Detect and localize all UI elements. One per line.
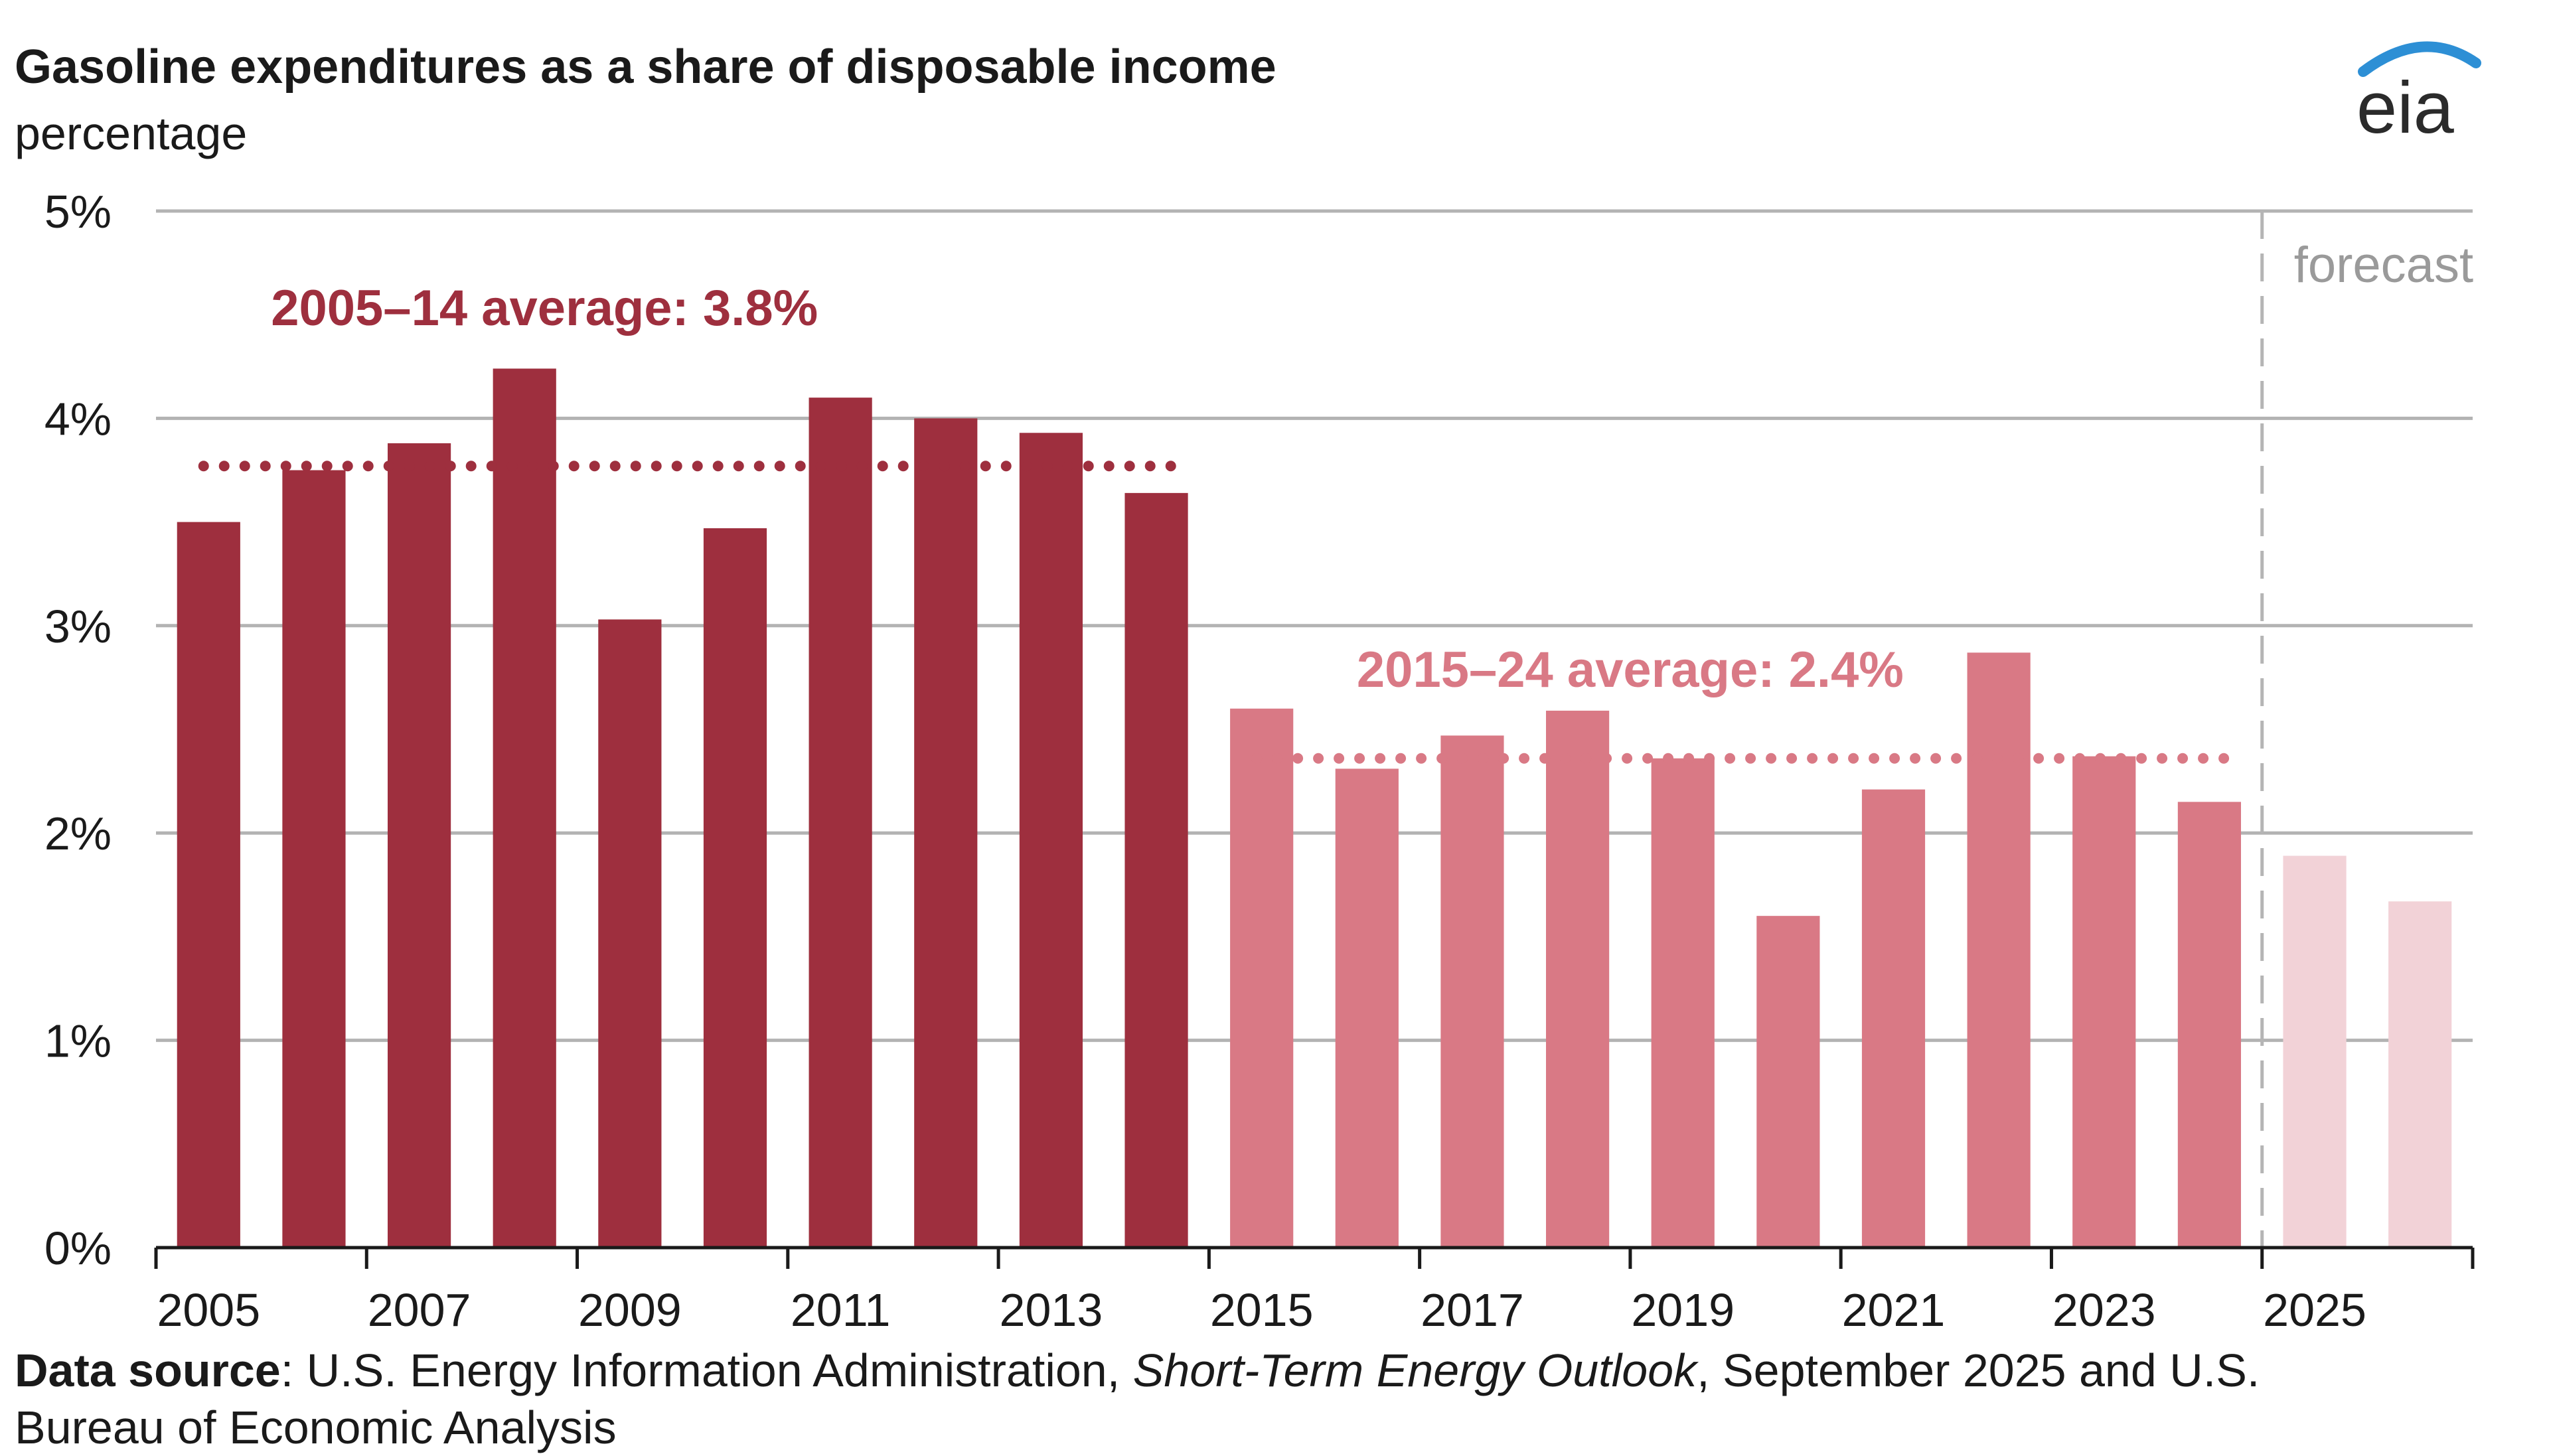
x-tick-label: 2017 [1421, 1284, 1524, 1336]
x-tick-label: 2025 [2263, 1284, 2366, 1336]
eia-logo: eia [2356, 41, 2481, 149]
bar-2010 [703, 528, 767, 1248]
y-tick-label: 4% [44, 393, 112, 445]
data-source-text-before: : U.S. Energy Information Administration… [280, 1345, 1133, 1396]
bar-2018 [1546, 710, 1610, 1248]
bar-2021 [1861, 789, 1926, 1248]
bar-2008 [493, 368, 556, 1248]
y-tick-label: 1% [44, 1015, 112, 1067]
bar-2009 [598, 619, 662, 1248]
bar-2024 [2177, 802, 2241, 1248]
bar-2014 [1124, 492, 1188, 1248]
data-source-text-after: , September 2025 and U.S. Bureau of Econ… [15, 1345, 2260, 1453]
bar-2022 [1967, 652, 2031, 1248]
bar-2025 [2283, 855, 2347, 1248]
average-lines [198, 461, 2233, 764]
data-source-label: Data source [15, 1345, 281, 1396]
bar-2005 [177, 522, 240, 1248]
y-axis-labels: 0% 1% 2% 3% 4% 5% [44, 186, 112, 1274]
x-tick-label: 2009 [578, 1284, 682, 1336]
x-tick-label: 2023 [2052, 1284, 2156, 1336]
bar-2020 [1756, 916, 1820, 1248]
y-tick-label: 2% [44, 808, 112, 859]
bar-2023 [2072, 756, 2136, 1248]
data-source-note: Data source: U.S. Energy Information Adm… [15, 1342, 2404, 1456]
bar-2019 [1651, 758, 1715, 1248]
bar-2017 [1440, 735, 1504, 1248]
chart-subtitle: percentage [15, 108, 247, 159]
bar-2006 [282, 470, 346, 1248]
chart-title: Gasoline expenditures as a share of disp… [15, 40, 1276, 94]
bar-2011 [809, 398, 872, 1248]
x-tick-label: 2021 [1842, 1284, 1946, 1336]
average-label-2005-14: 2005–14 average: 3.8% [271, 280, 818, 336]
average-label-2015-24: 2015–24 average: 2.4% [1357, 642, 1904, 698]
x-tick-label: 2019 [1631, 1284, 1735, 1336]
x-tick-label: 2007 [368, 1284, 471, 1336]
eia-logo-text: eia [2356, 67, 2455, 149]
bars [177, 368, 2452, 1248]
x-tick-label: 2013 [1000, 1284, 1103, 1336]
y-tick-label: 0% [44, 1222, 112, 1274]
y-tick-label: 5% [44, 186, 112, 238]
x-axis-labels: 2005 2007 2009 2011 2013 2015 2017 2019 2021 2023… [157, 1284, 2366, 1336]
bar-2013 [1019, 433, 1083, 1248]
y-tick-label: 3% [44, 601, 112, 652]
bar-2026 [2388, 901, 2452, 1248]
x-tick-label: 2005 [157, 1284, 260, 1336]
x-axis-ticks [154, 1248, 2475, 1269]
data-source-publication: Short-Term Energy Outlook [1132, 1345, 1697, 1396]
bar-2015 [1230, 708, 1294, 1248]
bar-2012 [914, 418, 978, 1248]
bar-2007 [388, 443, 451, 1248]
x-tick-label: 2015 [1210, 1284, 1314, 1336]
bar-2016 [1335, 768, 1399, 1248]
x-tick-label: 2011 [791, 1284, 891, 1336]
chart: Gasoline expenditures as a share of disp… [15, 40, 2481, 1336]
forecast-label: forecast [2294, 237, 2473, 293]
